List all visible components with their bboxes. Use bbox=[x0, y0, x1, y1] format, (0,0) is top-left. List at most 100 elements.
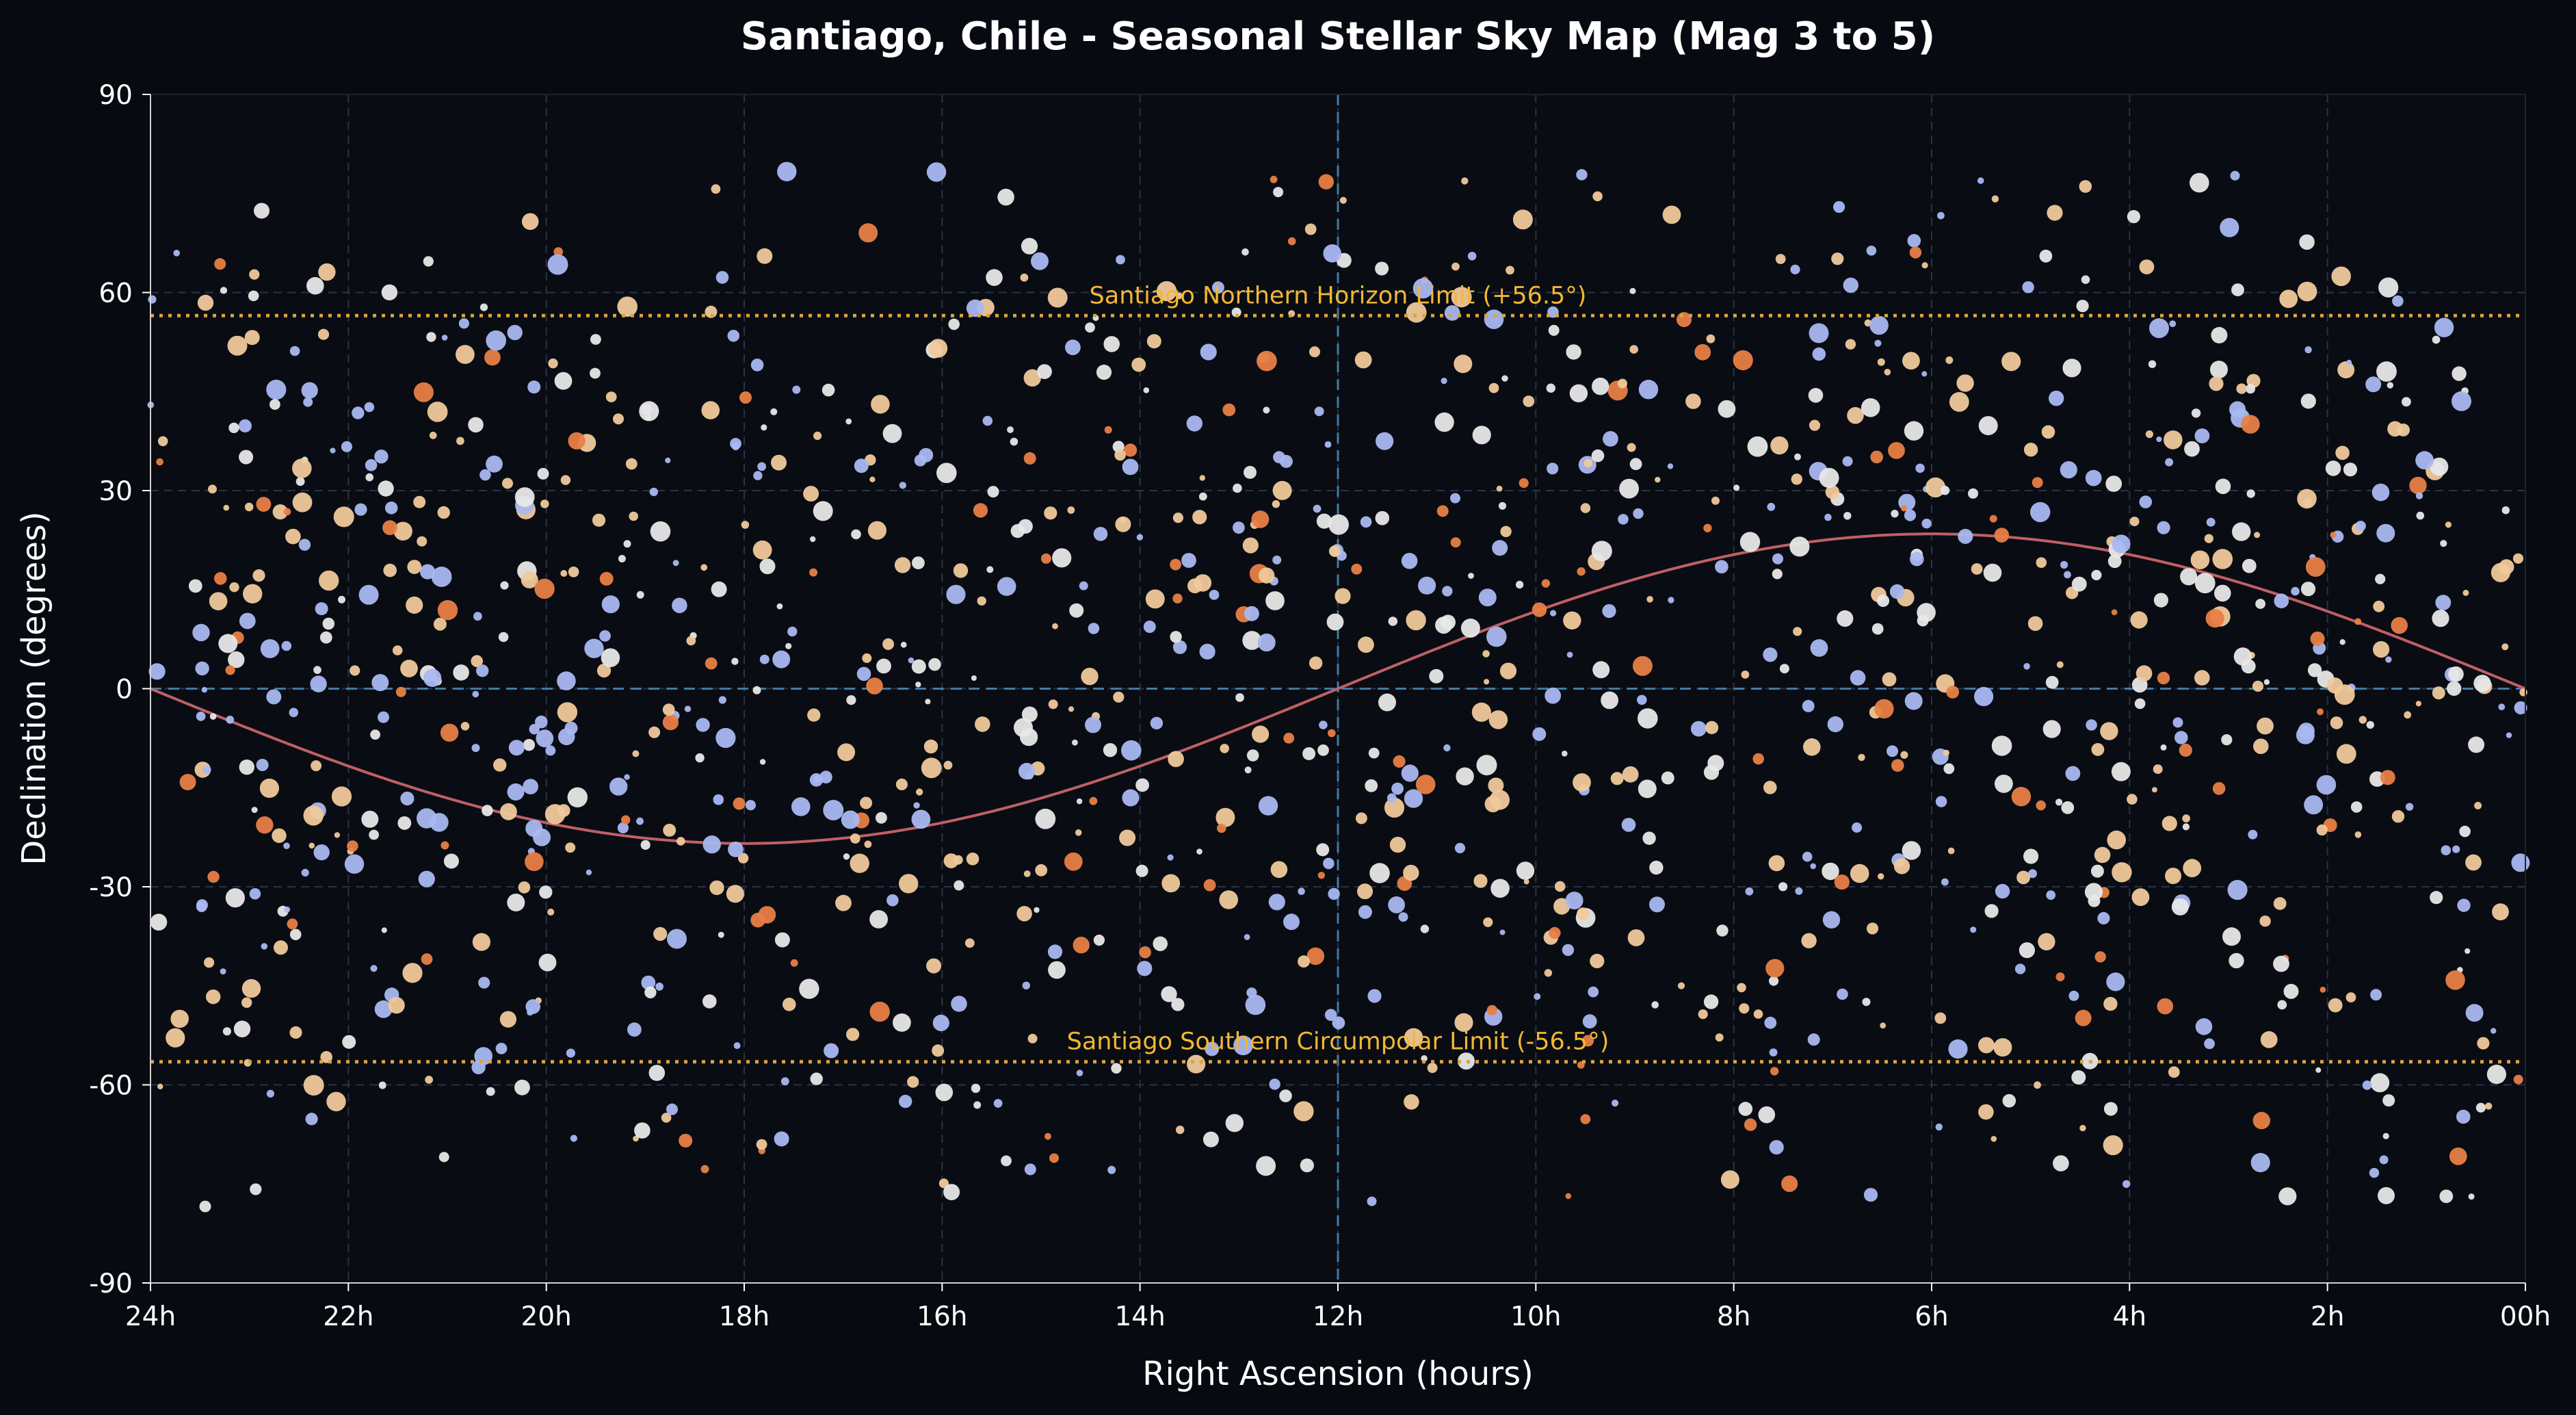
star-point bbox=[648, 726, 661, 738]
star-point bbox=[209, 713, 217, 720]
star-point bbox=[2391, 810, 2405, 823]
star-point bbox=[547, 254, 568, 275]
star-point bbox=[1629, 458, 1642, 471]
star-point bbox=[1866, 922, 1879, 935]
star-point bbox=[2473, 675, 2491, 692]
star-point bbox=[662, 703, 675, 716]
star-point bbox=[342, 1035, 356, 1049]
star-point bbox=[648, 1065, 666, 1081]
star-point bbox=[1887, 745, 1898, 757]
star-point bbox=[308, 842, 315, 849]
star-point bbox=[1603, 431, 1618, 447]
star-point bbox=[2157, 521, 2170, 534]
star-point bbox=[1601, 691, 1619, 710]
star-point bbox=[1257, 350, 1277, 372]
star-point bbox=[557, 702, 578, 723]
star-point bbox=[2127, 794, 2138, 805]
star-point bbox=[774, 932, 790, 948]
star-point bbox=[441, 841, 449, 850]
star-point bbox=[1124, 443, 1138, 457]
star-point bbox=[1451, 262, 1460, 271]
star-point bbox=[1764, 1016, 1777, 1029]
star-point bbox=[2100, 722, 2118, 740]
star-point bbox=[713, 794, 724, 805]
star-point bbox=[2161, 816, 2177, 831]
star-point bbox=[2462, 589, 2469, 596]
star-point bbox=[413, 382, 434, 402]
star-point bbox=[1488, 710, 1508, 729]
star-point bbox=[508, 740, 525, 756]
star-point bbox=[1257, 633, 1276, 652]
star-point bbox=[971, 1083, 981, 1093]
star-point bbox=[1877, 358, 1885, 366]
star-point bbox=[1168, 751, 1184, 768]
star-point bbox=[347, 840, 358, 852]
star-point bbox=[977, 596, 986, 606]
star-point bbox=[166, 1028, 185, 1048]
star-point bbox=[1904, 509, 1917, 521]
star-point bbox=[2179, 743, 2192, 757]
star-point bbox=[899, 482, 907, 489]
star-point bbox=[1921, 262, 1928, 269]
star-point bbox=[1809, 323, 1829, 343]
star-point bbox=[2452, 366, 2467, 381]
star-point bbox=[173, 250, 180, 257]
star-point bbox=[1486, 626, 1507, 647]
star-point bbox=[370, 965, 378, 972]
star-point bbox=[2465, 948, 2471, 955]
star-point bbox=[2149, 318, 2169, 339]
star-point bbox=[1544, 969, 1553, 977]
star-point bbox=[2378, 1186, 2395, 1204]
star-point bbox=[179, 774, 196, 790]
star-point bbox=[2169, 320, 2177, 328]
star-point bbox=[1317, 872, 1326, 879]
star-point bbox=[2485, 1102, 2493, 1110]
star-point bbox=[1427, 1063, 1438, 1074]
star-point bbox=[272, 828, 287, 844]
star-point bbox=[1943, 749, 1949, 756]
star-point bbox=[1532, 602, 1547, 617]
star-point bbox=[759, 558, 776, 575]
star-point bbox=[1621, 818, 1636, 832]
star-point bbox=[406, 596, 423, 614]
star-point bbox=[1418, 576, 1436, 595]
star-point bbox=[2182, 823, 2190, 831]
y-tick-label: -30 bbox=[89, 872, 133, 903]
star-point bbox=[1217, 823, 1226, 833]
star-point bbox=[2371, 483, 2390, 502]
star-point bbox=[650, 521, 671, 542]
star-point bbox=[2231, 283, 2244, 296]
star-point bbox=[1871, 623, 1884, 635]
star-point bbox=[1199, 643, 1215, 660]
star-point bbox=[1483, 917, 1493, 927]
star-point bbox=[1484, 309, 1504, 330]
star-point bbox=[1401, 764, 1419, 782]
star-point bbox=[1610, 772, 1624, 786]
star-point bbox=[500, 803, 517, 820]
star-point bbox=[757, 462, 766, 471]
x-tick-label: 10h bbox=[1510, 1301, 1561, 1332]
star-point bbox=[2345, 992, 2356, 1002]
star-point bbox=[1974, 686, 1994, 707]
star-point bbox=[2047, 205, 2063, 221]
star-point bbox=[306, 276, 324, 295]
star-point bbox=[1499, 662, 1517, 679]
star-point bbox=[456, 345, 475, 364]
star-point bbox=[1582, 1014, 1597, 1029]
star-point bbox=[1715, 1033, 1724, 1042]
star-point bbox=[1034, 907, 1040, 913]
star-point bbox=[1649, 860, 1664, 875]
star-point bbox=[1104, 426, 1112, 434]
star-point bbox=[1649, 896, 1665, 913]
star-point bbox=[395, 686, 406, 697]
star-point bbox=[750, 359, 764, 372]
star-point bbox=[1482, 650, 1490, 658]
star-point bbox=[250, 1183, 262, 1195]
star-point bbox=[1161, 874, 1181, 893]
star-point bbox=[1583, 458, 1592, 468]
star-point bbox=[1861, 398, 1880, 417]
star-point bbox=[632, 750, 640, 757]
star-point bbox=[2378, 277, 2399, 298]
star-point bbox=[2191, 408, 2201, 418]
star-point bbox=[966, 299, 984, 317]
